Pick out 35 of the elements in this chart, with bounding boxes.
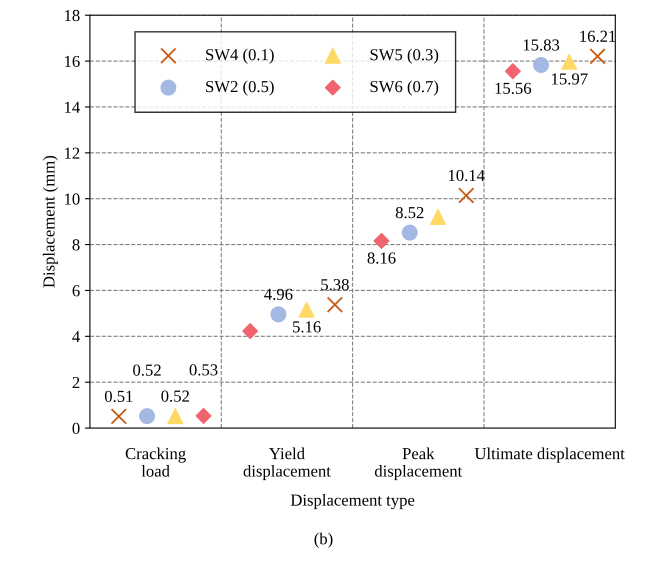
data-label: 0.52: [133, 364, 161, 376]
data-label: 0.51: [104, 390, 132, 402]
data-label: 4.96: [264, 288, 292, 300]
data-label: 0.52: [161, 390, 189, 402]
y-tick-label: 10: [65, 193, 80, 205]
x-tick-label: Peak displacement: [374, 448, 462, 480]
y-tick-label: 18: [65, 10, 80, 22]
data-label: 8.16: [368, 252, 396, 264]
y-tick-label: 16: [65, 56, 80, 68]
legend-label: SW6 (0.7): [370, 80, 438, 96]
y-tick-label: 2: [72, 376, 80, 388]
y-tick-label: 8: [72, 239, 80, 251]
y-tick-label: 4: [72, 331, 80, 342]
y-axis-title: Displacement (mm): [42, 156, 58, 288]
y-tick-label: 12: [65, 148, 80, 159]
legend-label: SW5 (0.3): [370, 48, 438, 64]
y-tick-label: 6: [72, 285, 80, 296]
data-label: 0.53: [190, 364, 218, 376]
data-label: 15.56: [496, 82, 532, 94]
text: (b): [314, 532, 332, 548]
x-tick-label: Ultimate displacement: [474, 448, 625, 463]
x-tick-label: Cracking load: [126, 448, 186, 477]
legend-label: SW4 (0.1): [206, 48, 274, 64]
y-tick-label: 14: [65, 102, 80, 113]
data-label: 5.16: [293, 321, 321, 333]
data-label: 10.14: [448, 170, 485, 182]
y-tick-label: 0: [72, 422, 80, 434]
data-label: 15.83: [524, 39, 560, 51]
data-label: 5.38: [321, 279, 349, 290]
data-label: 16.21: [580, 30, 616, 42]
data-label: 15.97: [552, 73, 588, 85]
x-axis-title: Displacement type: [290, 494, 414, 510]
x-tick-label: Yield displacement: [244, 448, 331, 480]
legend-label: SW2 (0.5): [206, 80, 274, 96]
data-label: 8.52: [396, 207, 424, 218]
